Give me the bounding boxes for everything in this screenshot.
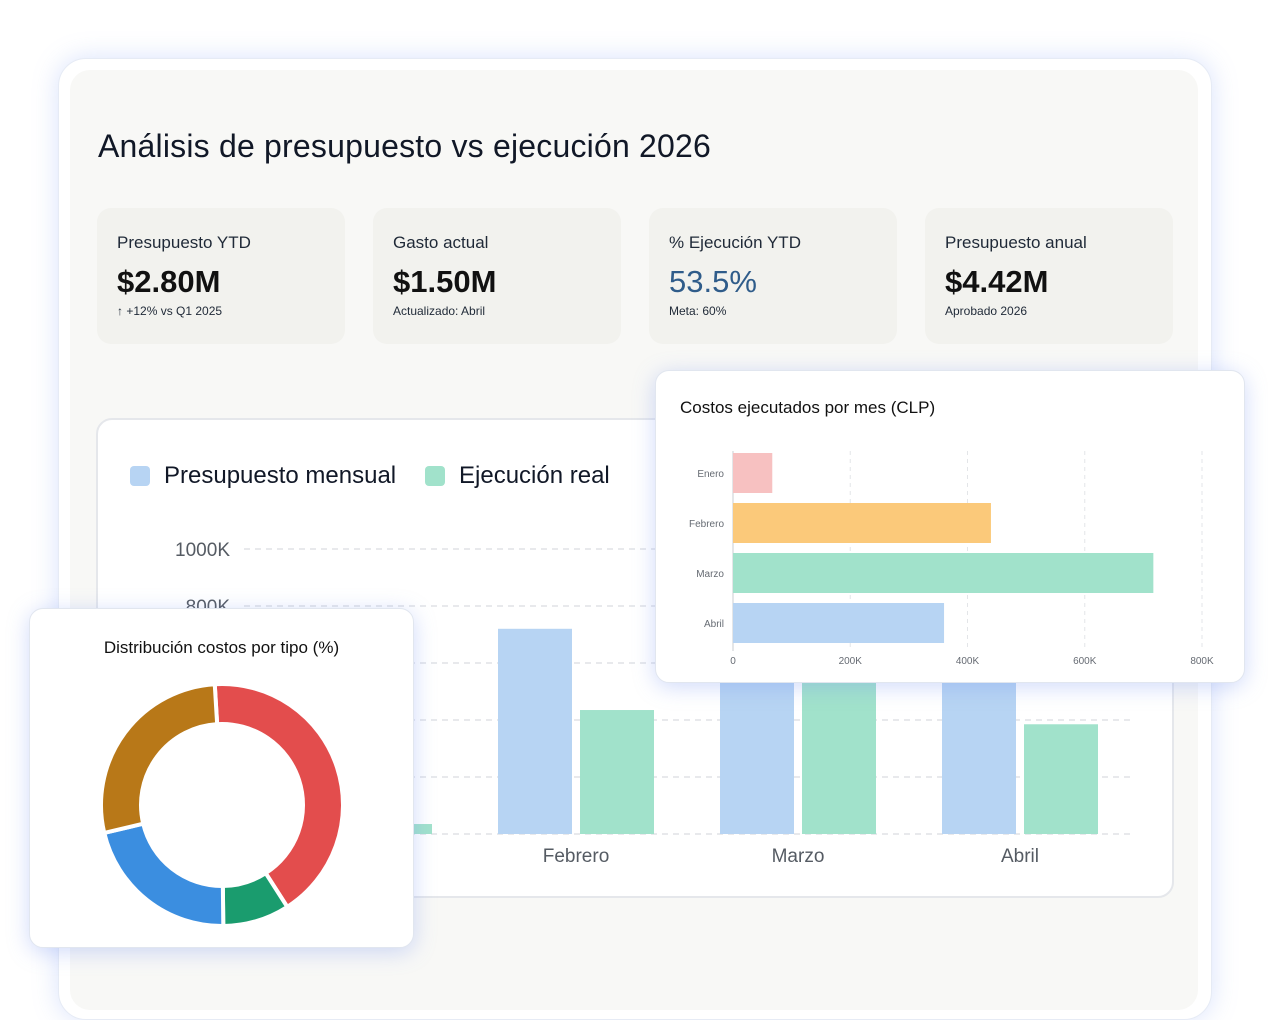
x-tick-label: 0	[730, 656, 736, 667]
kpi-value: $1.50M	[393, 264, 497, 299]
kpi-card-gasto-actual: Gasto actual $1.50M Actualizado: Abril	[373, 208, 621, 344]
x-tick-label: Febrero	[543, 846, 610, 867]
kpi-note: Meta: 60%	[669, 304, 727, 318]
kpi-note: Actualizado: Abril	[393, 304, 486, 318]
y-tick-label: Marzo	[696, 569, 724, 580]
kpi-label: Gasto actual	[393, 233, 489, 252]
legend-swatch-ejecucion	[425, 466, 445, 486]
legend-item-presupuesto[interactable]: Presupuesto mensual	[130, 462, 396, 490]
x-tick-label: 800K	[1190, 656, 1214, 667]
kpi-label: % Ejecución YTD	[669, 233, 801, 252]
x-tick-label: 600K	[1073, 656, 1097, 667]
hbar-enero[interactable]	[733, 453, 773, 493]
y-tick-label: 1000K	[175, 540, 230, 561]
hbar-febrero[interactable]	[733, 503, 991, 543]
kpi-card-ejecucion-ytd: % Ejecución YTD 53.5% Meta: 60%	[649, 208, 897, 344]
kpi-label: Presupuesto YTD	[117, 233, 251, 252]
x-tick-label: 400K	[956, 656, 980, 667]
x-tick-label: Marzo	[772, 846, 825, 867]
legend-label: Ejecución real	[459, 462, 610, 489]
monthly-costs-chart: 0 200K 400K 600K 800K Enero Febrero Marzo Abril	[689, 451, 1214, 667]
kpi-note: ↑ +12% vs Q1 2025	[117, 304, 223, 318]
y-tick-label: Abril	[704, 619, 724, 630]
x-tick-label: 200K	[839, 656, 863, 667]
legend-swatch-presupuesto	[130, 466, 150, 486]
donut-slice[interactable]	[101, 821, 226, 928]
hbar-abril[interactable]	[733, 603, 945, 643]
bar-ejecucion[interactable]	[1024, 724, 1098, 834]
kpi-label: Presupuesto anual	[945, 233, 1087, 252]
cost-distribution-card: Distribución costos por tipo (%)	[29, 608, 414, 948]
cost-distribution-title: Distribución costos por tipo (%)	[103, 638, 340, 657]
monthly-costs-card: Costos ejecutados por mes (CLP) 0 200K 400…	[655, 370, 1245, 683]
kpi-value: $2.80M	[117, 264, 221, 299]
cost-distribution-donut	[99, 682, 345, 929]
hbar-marzo[interactable]	[733, 553, 1154, 593]
donut-slice[interactable]	[99, 682, 220, 836]
kpi-value: 53.5%	[669, 264, 757, 299]
y-tick-label: Febrero	[689, 519, 724, 530]
kpi-card-presupuesto-ytd: Presupuesto YTD $2.80M ↑ +12% vs Q1 2025	[97, 208, 345, 344]
x-tick-label: Abril	[1001, 846, 1039, 867]
monthly-costs-title: Costos ejecutados por mes (CLP)	[680, 398, 936, 417]
y-tick-label: Enero	[697, 469, 724, 480]
bar-presupuesto[interactable]	[498, 628, 572, 834]
legend-label: Presupuesto mensual	[164, 462, 397, 489]
legend-item-ejecucion[interactable]: Ejecución real	[425, 462, 610, 490]
kpi-card-presupuesto-anual: Presupuesto anual $4.42M Aprobado 2026	[925, 208, 1173, 344]
kpi-value: $4.42M	[945, 264, 1049, 299]
kpi-note: Aprobado 2026	[945, 304, 1028, 318]
donut-slice[interactable]	[212, 682, 345, 910]
bar-ejecucion[interactable]	[580, 710, 654, 834]
page-title: Análisis de presupuesto vs ejecución 202…	[98, 128, 712, 164]
